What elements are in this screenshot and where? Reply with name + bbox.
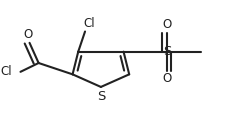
Text: S: S (96, 90, 105, 103)
Text: O: O (161, 72, 170, 85)
Text: S: S (162, 45, 171, 58)
Text: O: O (24, 28, 33, 41)
Text: O: O (161, 18, 170, 31)
Text: Cl: Cl (83, 17, 95, 30)
Text: Cl: Cl (1, 65, 12, 78)
